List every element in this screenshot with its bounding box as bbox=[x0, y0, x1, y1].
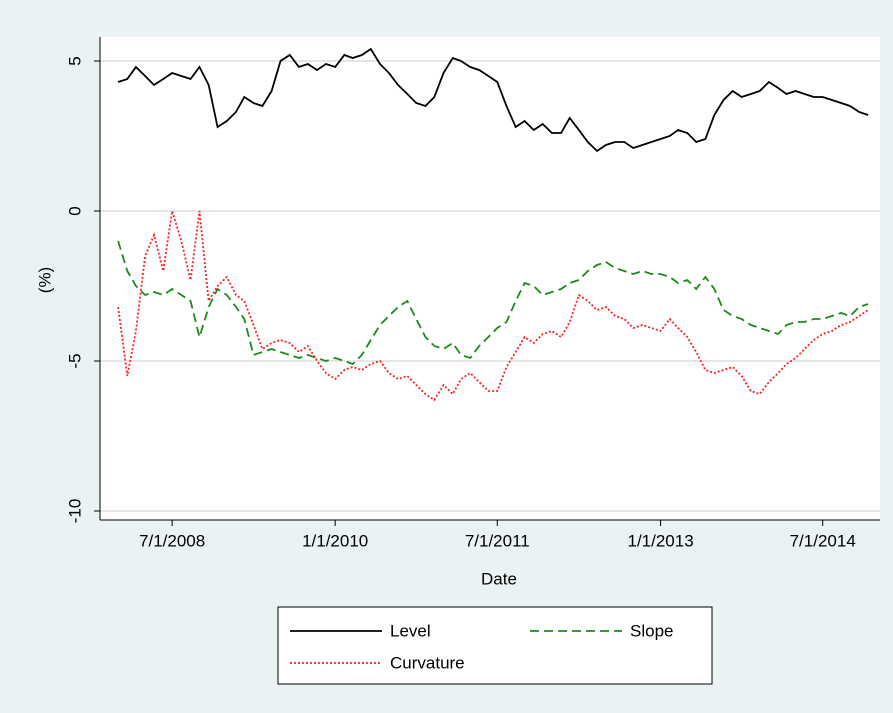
legend-label: Level bbox=[390, 621, 431, 640]
y-tick-label: 5 bbox=[65, 56, 84, 65]
x-tick-label: 7/1/2008 bbox=[139, 531, 205, 550]
legend-box bbox=[277, 606, 713, 685]
plot-area bbox=[100, 37, 880, 520]
legend-label: Curvature bbox=[390, 653, 465, 672]
series-line bbox=[117, 240, 869, 366]
series-line bbox=[117, 47, 869, 153]
x-tick-label: 1/1/2010 bbox=[302, 531, 368, 550]
x-axis-label: Date bbox=[481, 569, 517, 588]
y-tick-label: -10 bbox=[65, 499, 84, 524]
y-tick-label: -5 bbox=[65, 353, 84, 368]
legend-label: Slope bbox=[630, 621, 673, 640]
x-tick-label: 1/1/2013 bbox=[627, 531, 693, 550]
series-line bbox=[117, 210, 869, 402]
x-tick-label: 7/1/2014 bbox=[790, 531, 856, 550]
x-tick-label: 7/1/2011 bbox=[465, 531, 530, 550]
y-tick-label: 0 bbox=[65, 206, 84, 215]
y-axis-label: (%) bbox=[35, 267, 54, 293]
